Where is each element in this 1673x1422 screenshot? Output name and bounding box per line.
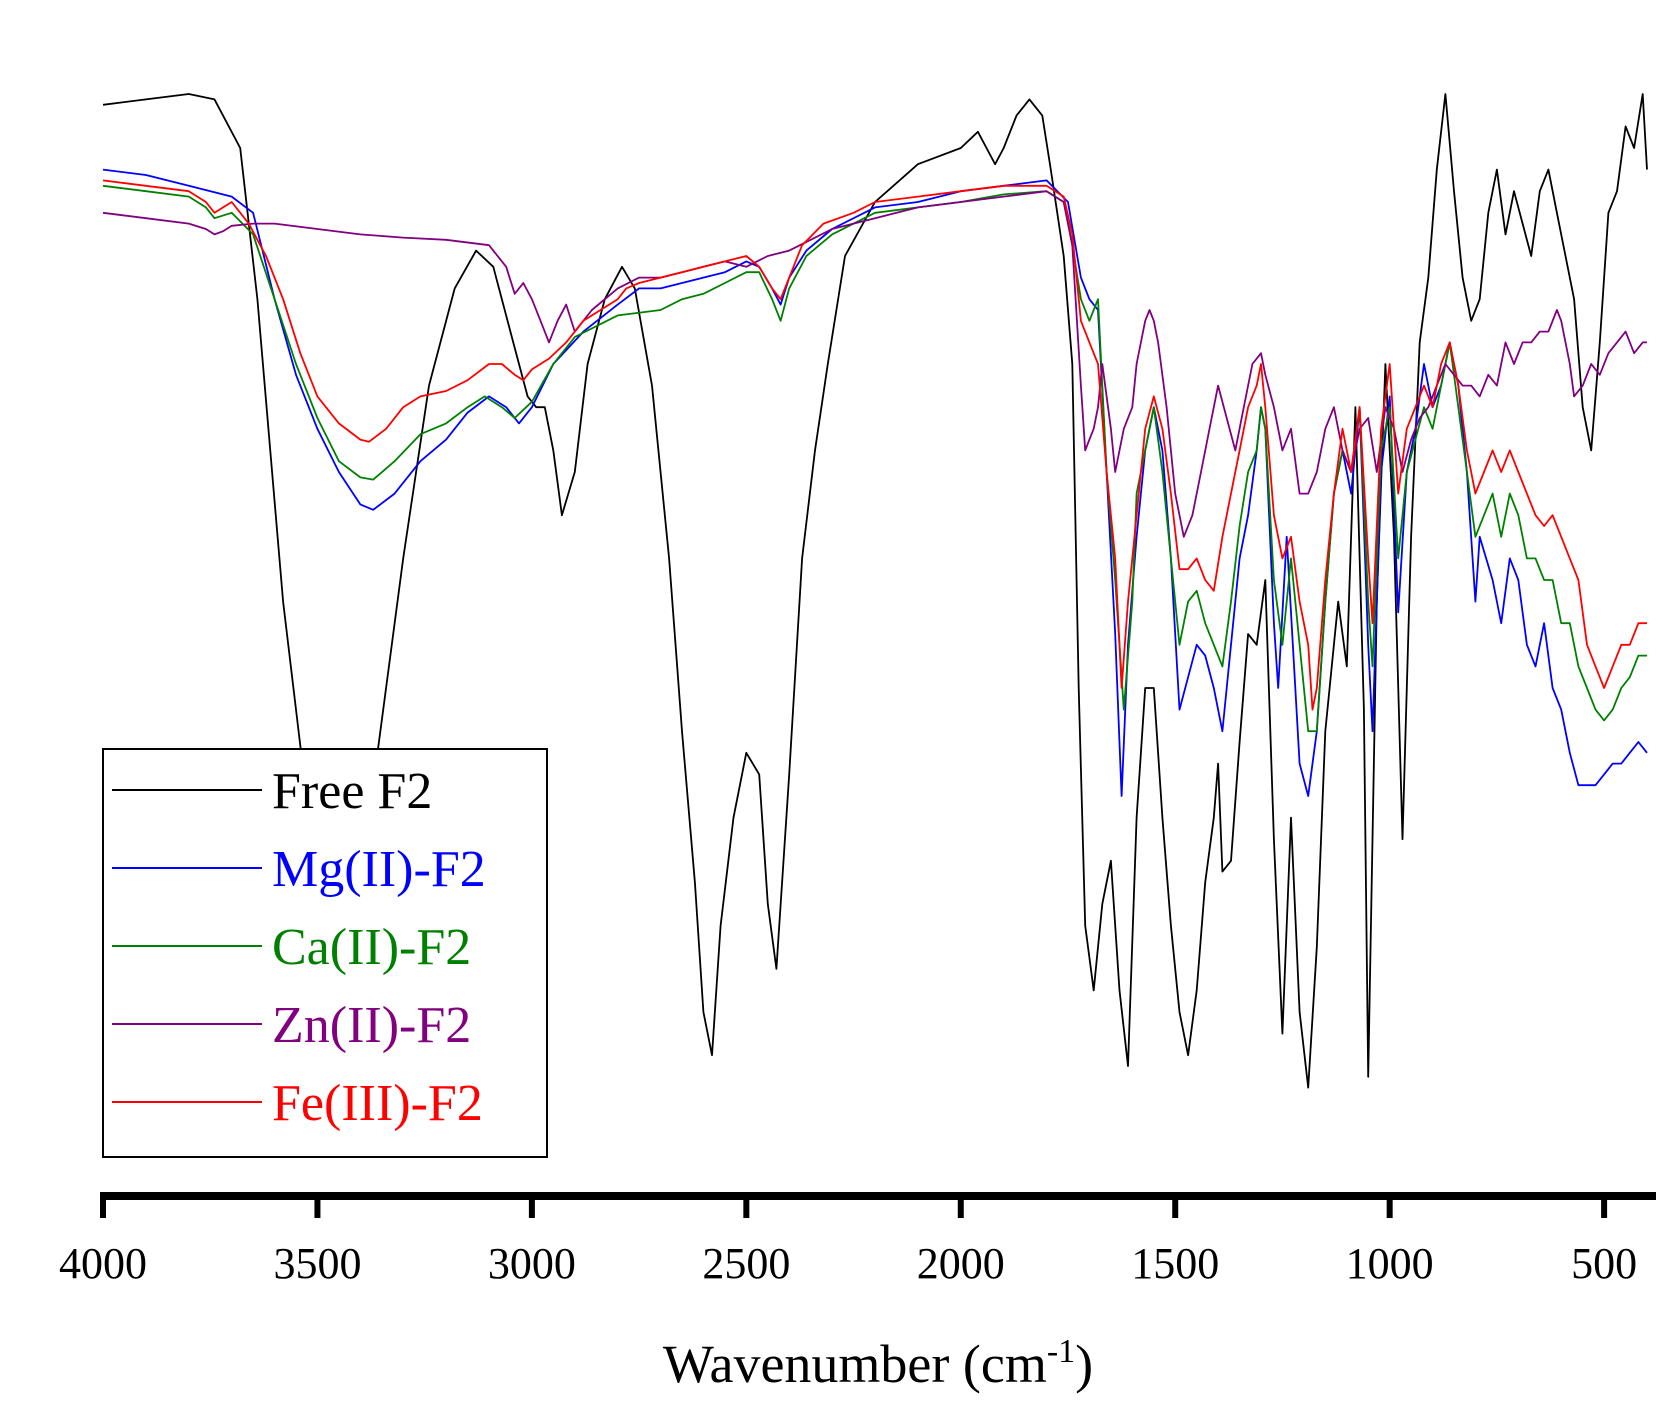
series-line-free-f2 — [102, 93, 1648, 1089]
series-line-mg-ii-f2 — [102, 168, 1648, 797]
x-axis-title: Wavenumber (cm-1) — [663, 1333, 1093, 1394]
x-axis-title-superscript: -1 — [1047, 1333, 1075, 1370]
legend-label-free-f2: Free F2 — [272, 763, 432, 820]
legend-label-ca-ii-f2: Ca(II)-F2 — [272, 919, 471, 976]
series-line-zn-ii-f2 — [102, 190, 1647, 538]
x-axis-title-close: ) — [1075, 1334, 1093, 1394]
x-tick-label-2500: 2500 — [702, 1239, 790, 1288]
series-line-ca-ii-f2 — [102, 184, 1647, 733]
legend-box — [102, 748, 548, 1158]
legend: Free F2 Mg(II)-F2 Ca(II)-F2 Zn(II)-F2 Fe(III… — [102, 748, 548, 1158]
x-tick-label-3500: 3500 — [273, 1239, 361, 1288]
x-axis-title-main: Wavenumber (cm — [663, 1334, 1047, 1394]
legend-label-zn-ii-f2: Zn(II)-F2 — [272, 997, 471, 1054]
x-axis: 4000 3500 3000 2500 2000 1500 1000 500 Wavenumb… — [59, 1192, 1656, 1394]
x-tick-label-3000: 3000 — [488, 1239, 576, 1288]
legend-label-fe-iii-f2: Fe(III)-F2 — [272, 1075, 483, 1132]
x-tick-label-1000: 1000 — [1346, 1239, 1434, 1288]
x-axis-ticks: 4000 3500 3000 2500 2000 1500 1000 500 — [59, 1196, 1637, 1288]
series-line-fe-iii-f2 — [102, 179, 1647, 711]
series-layer — [102, 93, 1648, 1089]
legend-label-mg-ii-f2: Mg(II)-F2 — [272, 841, 486, 898]
x-tick-label-1500: 1500 — [1131, 1239, 1219, 1288]
legend-items: Free F2 Mg(II)-F2 Ca(II)-F2 Zn(II)-F2 Fe(III… — [112, 763, 486, 1132]
x-tick-label-2000: 2000 — [917, 1239, 1005, 1288]
x-tick-label-4000: 4000 — [59, 1239, 147, 1288]
x-tick-label-500: 500 — [1571, 1239, 1637, 1288]
